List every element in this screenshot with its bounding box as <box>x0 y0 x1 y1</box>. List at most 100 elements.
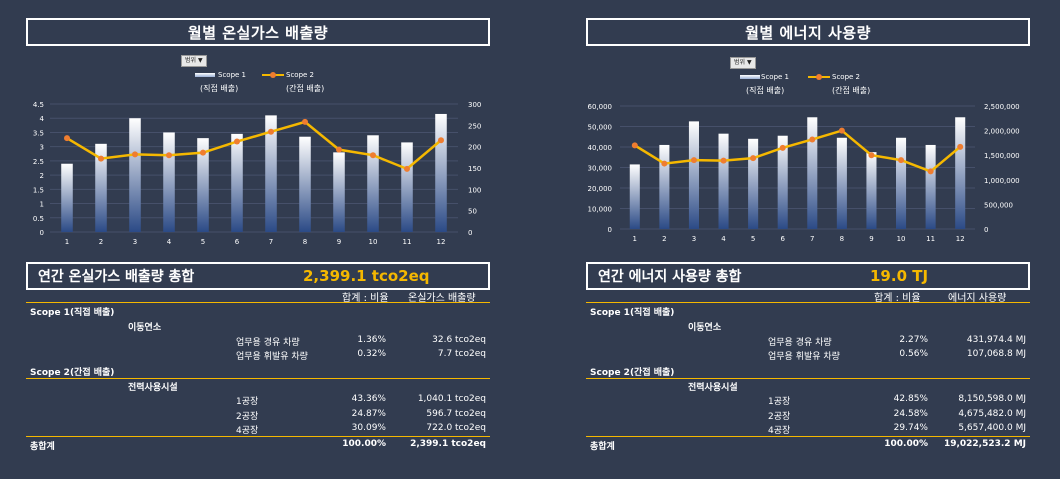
y-right-tick-label: 50 <box>468 208 477 216</box>
ghg-scope1-label: Scope 1(직접 배출) <box>30 308 115 318</box>
y-left-tick-label: 0 <box>608 226 612 234</box>
bar-scope1 <box>265 115 277 232</box>
x-tick-label: 3 <box>133 238 137 246</box>
x-tick-label: 12 <box>956 235 965 243</box>
x-tick-label: 3 <box>692 235 696 243</box>
dropdown-arrow-icon: ▼ <box>198 57 203 64</box>
y-left-tick-label: 60,000 <box>588 103 613 111</box>
energy-row-ratio: 24.58% <box>893 409 928 419</box>
point-scope2 <box>750 155 757 162</box>
energy-summary-box: 연간 에너지 사용량 총합 19.0 TJ <box>586 262 1030 290</box>
x-tick-label: 8 <box>840 235 844 243</box>
y-right-tick-label: 100 <box>468 186 481 194</box>
energy-row-ratio: 29.74% <box>893 423 928 433</box>
energy-legend: Scope 1 Scope 2 (직접 배출) (간접 배출) <box>736 72 936 96</box>
energy-total-divider <box>586 436 1030 437</box>
bar-scope1 <box>95 143 107 232</box>
y-left-tick-label: 50,000 <box>588 124 613 132</box>
legend-marker-icon <box>270 72 276 78</box>
y-left-tick-label: 20,000 <box>588 185 613 193</box>
ghg-chart-title-text: 월별 온실가스 배출량 <box>187 23 329 42</box>
x-tick-label: 8 <box>303 238 307 246</box>
bar-scope1 <box>866 152 877 229</box>
point-scope2 <box>404 165 410 172</box>
ghg-header-divider <box>26 302 490 303</box>
legend-marker-icon <box>816 74 822 80</box>
ghg-row-name: 업무용 휘발유 차량 <box>236 352 308 362</box>
energy-total-value: 19,022,523.2 MJ <box>943 439 1026 449</box>
ghg-col-value: 온실가스 배출량 <box>408 293 476 304</box>
y-left-tick-label: 30,000 <box>588 165 613 173</box>
energy-summary-value: 19.0 TJ <box>870 267 929 285</box>
y-left-tick-label: 0 <box>40 229 44 237</box>
line-scope2 <box>634 129 962 173</box>
ghg-row-name: 4공장 <box>236 426 259 436</box>
ghg-total-label: 총합계 <box>30 442 55 452</box>
x-tick-label: 4 <box>721 235 726 243</box>
y-left-tick-label: 1.5 <box>33 186 44 194</box>
ghg-group2-label: 전력사용시설 <box>128 383 178 393</box>
ghg-summary-box: 연간 온실가스 배출량 총합 2,399.1 tco2eq <box>26 262 490 290</box>
ghg-total-ratio: 100.00% <box>342 439 386 449</box>
y-left-tick-label: 10,000 <box>588 206 613 214</box>
y-right-tick-label: 500,000 <box>984 201 1013 209</box>
y-left-tick-label: 2.5 <box>33 158 44 166</box>
bar-scope1 <box>299 136 311 232</box>
bar-scope1 <box>367 135 379 232</box>
bar-scope1 <box>718 133 729 229</box>
bar-scope1 <box>629 164 640 229</box>
bar-scope1 <box>659 144 670 229</box>
ghg-filter-label: 범위 <box>185 57 197 64</box>
legend-scope2: Scope 2 <box>832 73 861 81</box>
point-scope2 <box>132 151 138 158</box>
legend-scope2: Scope 2 <box>286 71 315 79</box>
ghg-row-ratio: 43.36% <box>351 394 386 404</box>
point-scope2 <box>957 143 964 150</box>
point-scope2 <box>64 135 70 142</box>
point-scope2 <box>370 152 376 159</box>
energy-row-name: 4공장 <box>768 426 791 436</box>
y-left-tick-label: 0.5 <box>33 215 44 223</box>
ghg-filter-button[interactable]: 범위 ▼ <box>181 55 207 67</box>
energy-row-ratio: 42.85% <box>893 394 928 404</box>
point-scope2 <box>336 146 342 153</box>
energy-total-ratio: 100.00% <box>884 439 928 449</box>
ghg-total-value: 2,399.1 tco2eq <box>410 439 486 449</box>
ghg-scope2-divider <box>26 378 490 379</box>
point-scope2 <box>898 157 905 164</box>
point-scope2 <box>838 127 845 134</box>
energy-filter-button[interactable]: 범위 ▼ <box>730 57 756 69</box>
ghg-group1-label: 이동연소 <box>128 323 162 333</box>
energy-row-value: 431,974.4 MJ <box>966 335 1026 345</box>
y-right-tick-label: 1,000,000 <box>984 177 1020 185</box>
x-tick-label: 1 <box>633 235 637 243</box>
y-right-tick-label: 0 <box>984 226 988 234</box>
bar-scope1 <box>163 132 175 232</box>
y-right-tick-label: 1,500,000 <box>984 152 1020 160</box>
ghg-row-name: 1공장 <box>236 397 259 407</box>
point-scope2 <box>631 142 638 149</box>
energy-col-ratio: 합계 : 비율 <box>874 293 921 304</box>
y-right-tick-label: 2,500,000 <box>984 103 1020 111</box>
bar-scope1 <box>807 117 818 229</box>
ghg-row-ratio: 0.32% <box>357 349 386 359</box>
x-tick-label: 10 <box>897 235 906 243</box>
line-scope2 <box>66 120 442 171</box>
point-scope2 <box>234 138 240 145</box>
x-tick-label: 2 <box>662 235 666 243</box>
point-scope2 <box>200 149 206 156</box>
point-scope2 <box>809 136 816 143</box>
ghg-row-value: 1,040.1 tco2eq <box>417 394 486 404</box>
energy-scope2-divider <box>586 378 1030 379</box>
bar-scope1 <box>896 137 907 229</box>
energy-col-value: 에너지 사용량 <box>948 293 1007 304</box>
x-tick-label: 2 <box>99 238 103 246</box>
energy-scope1-label: Scope 1(직접 배출) <box>590 308 675 318</box>
ghg-chart-title: 월별 온실가스 배출량 <box>26 18 490 46</box>
energy-total-label: 총합계 <box>590 442 615 452</box>
energy-row-value: 107,068.8 MJ <box>966 349 1026 359</box>
x-tick-label: 10 <box>369 238 378 246</box>
energy-scope2-label: Scope 2(간접 배출) <box>590 368 675 378</box>
ghg-row-value: 7.7 tco2eq <box>437 349 486 359</box>
